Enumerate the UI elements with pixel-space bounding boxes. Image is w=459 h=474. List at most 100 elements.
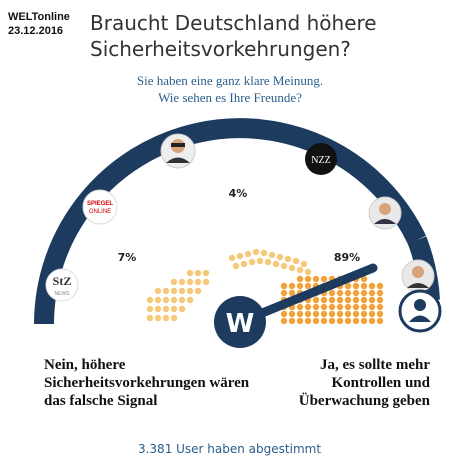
vote-dot [178,287,186,295]
vote-dot [296,317,304,325]
vote-dot [368,289,376,297]
vote-dot [376,289,384,297]
vote-dot [344,303,352,311]
vote-dot [288,282,296,290]
poll-question: Braucht Deutschland höhere Sicherheitsvo… [90,11,377,61]
vote-dot [344,289,352,297]
vote-dot [376,282,384,290]
vote-dot [248,258,256,266]
vote-dot [304,282,312,290]
spiegel-logo[interactable]: SPIEGEL ONLINE [82,189,118,225]
vote-dot [376,303,384,311]
vote-dot [240,260,248,268]
vote-dot [268,251,276,259]
vote-dot [232,262,240,270]
vote-dot [336,317,344,325]
vote-dot [312,275,320,283]
poll-subtitle: Sie haben eine ganz klare Meinung. Wie s… [60,72,400,106]
vote-dot [280,282,288,290]
vote-dot [320,310,328,318]
vote-dot [276,253,284,261]
percent-yes: 89% [334,251,360,264]
vote-dot [352,303,360,311]
vote-dot [202,269,210,277]
vote-dot [328,296,336,304]
vote-dot [256,257,264,265]
vote-dot [360,303,368,311]
vote-count: 3.381 User haben abgestimmt [137,442,322,456]
vote-dot [154,305,162,313]
vote-dot [292,257,300,265]
vote-dot [296,266,304,274]
vote-dot [336,303,344,311]
vote-dot [360,310,368,318]
vote-dot [170,314,178,322]
vote-dot [178,296,186,304]
vote-dot [296,275,304,283]
vote-dot [296,282,304,290]
vote-dot [344,296,352,304]
vote-dot [344,317,352,325]
vote-dot [360,296,368,304]
vote-dot [244,250,252,258]
vote-dot [328,289,336,297]
person-portrait-icon[interactable] [160,133,196,169]
vote-dot [352,317,360,325]
user-avatar-button[interactable] [398,289,442,333]
vote-dot [202,278,210,286]
stz-logo-sub: NEWS [55,291,71,297]
vote-dot [300,260,308,268]
vote-dot [280,262,288,270]
nzz-logo[interactable]: NZZ [305,143,337,175]
vote-dot [376,296,384,304]
vote-dot [162,287,170,295]
vote-dot [170,296,178,304]
vote-dot [296,303,304,311]
vote-dot [352,296,360,304]
vote-dot [186,287,194,295]
vote-dot [368,296,376,304]
gauge-arc [34,118,427,325]
vote-dot [296,310,304,318]
vote-dot [162,296,170,304]
stz-logo[interactable]: StZ NEWS [45,268,79,302]
vote-dot [146,314,154,322]
vote-dot [312,296,320,304]
stz-logo-text: StZ [53,274,72,288]
person-portrait-icon[interactable] [368,196,402,230]
answer-no[interactable]: Nein, höhere Sicherheitsvorkehrungen wär… [44,357,250,409]
vote-dot [320,317,328,325]
vote-dot [186,296,194,304]
vote-dots-no [146,269,210,322]
vote-dot [368,282,376,290]
percent-neutral: 4% [229,187,248,200]
vote-dot [344,310,352,318]
vote-dot [186,269,194,277]
vote-dot [312,303,320,311]
vote-dot [260,249,268,257]
subtitle-line-1: Sie haben eine ganz klare Meinung. [136,73,324,88]
vote-dot [170,305,178,313]
answer-yes[interactable]: Ja, es sollte mehr Kontrollen und Überwa… [298,357,430,409]
person-portrait-icon[interactable] [401,259,435,293]
vote-dot [288,264,296,272]
nzz-logo-text: NZZ [311,155,330,166]
vote-dot [272,260,280,268]
vote-dot [194,287,202,295]
vote-dot [344,282,352,290]
welt-logo-hub: W [214,296,266,348]
vote-dot [312,310,320,318]
welt-logo-letter: W [226,309,255,339]
vote-dot [320,296,328,304]
vote-dot [360,275,368,283]
vote-dot [236,252,244,260]
vote-dot [252,248,260,256]
vote-dot [162,314,170,322]
vote-dot [360,282,368,290]
vote-dot [162,305,170,313]
vote-dot [360,317,368,325]
vote-dot [352,289,360,297]
vote-dot [228,254,236,262]
vote-dot [352,310,360,318]
source-name: WELTonline [8,11,70,23]
